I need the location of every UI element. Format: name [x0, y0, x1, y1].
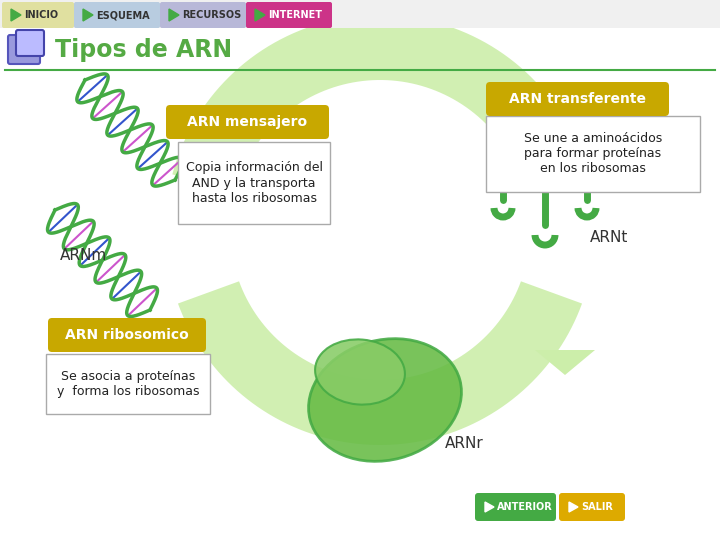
Text: ARN mensajero: ARN mensajero: [187, 115, 307, 129]
Polygon shape: [569, 502, 578, 512]
FancyBboxPatch shape: [16, 30, 44, 56]
FancyBboxPatch shape: [486, 116, 700, 192]
Text: Se une a aminoácidos
para formar proteínas
en los ribosomas: Se une a aminoácidos para formar proteín…: [524, 132, 662, 176]
FancyBboxPatch shape: [74, 2, 160, 28]
Text: RECURSOS: RECURSOS: [182, 10, 241, 20]
Polygon shape: [83, 9, 93, 21]
Text: ARNt: ARNt: [590, 230, 629, 245]
FancyBboxPatch shape: [8, 35, 40, 64]
Text: ANTERIOR: ANTERIOR: [497, 502, 553, 512]
Polygon shape: [169, 9, 179, 21]
Text: INICIO: INICIO: [24, 10, 58, 20]
FancyBboxPatch shape: [166, 105, 329, 139]
Text: INTERNET: INTERNET: [268, 10, 322, 20]
Polygon shape: [178, 281, 582, 445]
Text: ARNm: ARNm: [60, 248, 107, 263]
FancyBboxPatch shape: [246, 2, 332, 28]
FancyBboxPatch shape: [178, 142, 330, 224]
Polygon shape: [255, 9, 265, 21]
Ellipse shape: [315, 339, 405, 404]
Text: Tipos de ARN: Tipos de ARN: [55, 38, 232, 62]
FancyBboxPatch shape: [0, 0, 720, 28]
Text: ESQUEMA: ESQUEMA: [96, 10, 150, 20]
FancyBboxPatch shape: [2, 2, 74, 28]
Text: ARNr: ARNr: [445, 436, 484, 451]
Ellipse shape: [309, 339, 462, 461]
FancyBboxPatch shape: [48, 318, 206, 352]
Polygon shape: [172, 15, 588, 191]
Text: ARN ribosomico: ARN ribosomico: [65, 328, 189, 342]
Text: Copia información del
AND y la transporta
hasta los ribosomas: Copia información del AND y la transport…: [186, 161, 323, 205]
Polygon shape: [535, 350, 595, 375]
FancyBboxPatch shape: [486, 82, 669, 116]
FancyBboxPatch shape: [160, 2, 246, 28]
Polygon shape: [485, 502, 494, 512]
FancyBboxPatch shape: [46, 354, 210, 414]
Polygon shape: [11, 9, 21, 21]
FancyBboxPatch shape: [559, 493, 625, 521]
FancyBboxPatch shape: [475, 493, 556, 521]
Text: ARN transferente: ARN transferente: [509, 92, 646, 106]
Text: SALIR: SALIR: [581, 502, 613, 512]
Text: Se asocia a proteínas
y  forma los ribosomas: Se asocia a proteínas y forma los riboso…: [57, 370, 199, 398]
